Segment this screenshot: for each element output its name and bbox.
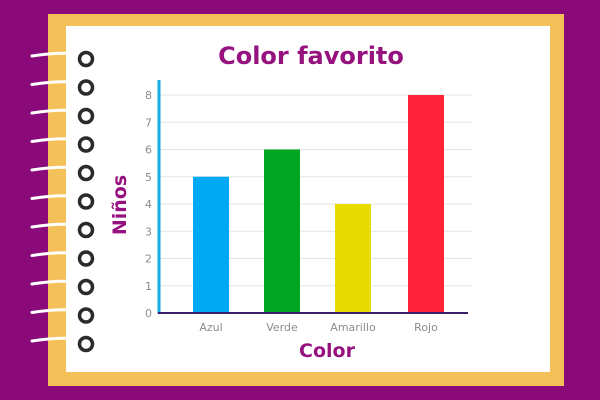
spiral-binding xyxy=(30,50,95,353)
x-tick-labels: Azul Verde Amarillo Rojo xyxy=(199,321,438,334)
spiral-binding-ring-icon xyxy=(30,164,95,182)
spiral-binding-ring-icon xyxy=(30,107,95,125)
spiral-binding-ring-icon xyxy=(30,250,95,267)
chart-title: Color favorito xyxy=(218,42,404,70)
bar-rojo xyxy=(408,95,444,313)
spiral-binding-ring-icon xyxy=(30,79,95,96)
bar-verde xyxy=(264,149,300,313)
x-tick-label: Azul xyxy=(199,321,222,334)
bars xyxy=(193,95,444,313)
y-tick-labels: 0 1 2 3 4 5 6 7 8 xyxy=(145,89,152,320)
spiral-binding-ring-icon xyxy=(30,50,95,68)
notebook-page xyxy=(66,26,550,372)
spiral-binding-ring-icon xyxy=(30,221,95,239)
y-tick-label: 2 xyxy=(145,253,152,266)
x-axis-title: Color xyxy=(299,340,356,362)
x-tick-label: Amarillo xyxy=(330,321,376,334)
spiral-binding-ring-icon xyxy=(30,136,95,153)
spiral-binding-ring-icon xyxy=(30,278,95,296)
bar-amarillo xyxy=(335,204,371,313)
x-tick-label: Verde xyxy=(266,321,298,334)
y-tick-label: 7 xyxy=(145,116,152,129)
y-tick-label: 0 xyxy=(145,307,152,320)
y-tick-label: 1 xyxy=(145,280,152,293)
y-tick-label: 8 xyxy=(145,89,152,102)
y-tick-label: 3 xyxy=(145,225,152,238)
y-axis-title: Niños xyxy=(109,175,131,235)
y-tick-label: 5 xyxy=(145,171,152,184)
spiral-binding-ring-icon xyxy=(30,307,95,324)
spiral-binding-ring-icon xyxy=(30,193,95,210)
y-tick-label: 6 xyxy=(145,144,152,157)
x-tick-label: Rojo xyxy=(414,321,438,334)
spiral-binding-ring-icon xyxy=(30,335,95,353)
bar-azul xyxy=(193,176,229,313)
y-tick-label: 4 xyxy=(145,198,152,211)
